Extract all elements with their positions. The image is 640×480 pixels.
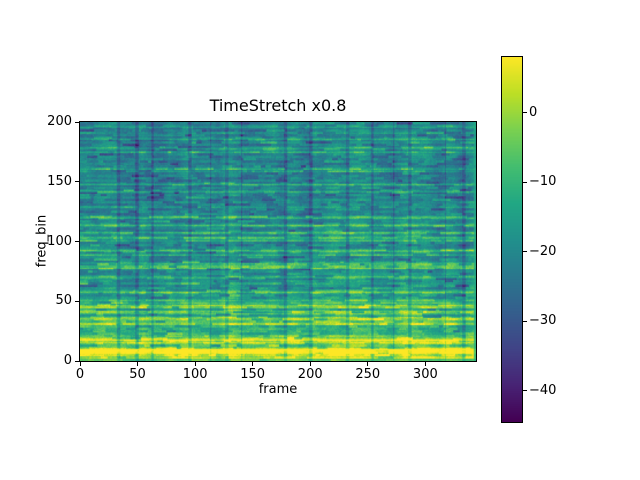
y-tick-label: 100 [47, 233, 72, 249]
colorbar-tick-label: −10 [529, 174, 557, 190]
y-tick-label: 0 [63, 353, 72, 368]
x-tick-mark [137, 362, 139, 366]
x-tick-label: 200 [297, 367, 323, 382]
x-tick-mark [79, 362, 81, 366]
x-tick-label: 150 [240, 367, 266, 382]
x-tick-label: 100 [182, 367, 208, 382]
x-tick-mark [309, 362, 311, 366]
colorbar-tick-mark [523, 390, 527, 392]
x-tick-mark [424, 362, 426, 366]
y-tick-label: 50 [55, 293, 72, 309]
y-tick-label: 200 [47, 114, 72, 129]
colorbar-tick-label: 0 [529, 104, 538, 120]
colorbar-tick-mark [523, 181, 527, 183]
x-tick-label: 0 [75, 367, 85, 382]
colorbar-tick-mark [523, 320, 527, 322]
x-tick-mark [367, 362, 369, 366]
colorbar-tick-label: −40 [529, 382, 557, 398]
y-tick-mark [75, 300, 79, 302]
spectrogram-heatmap [80, 122, 476, 361]
colorbar-tick-label: −30 [529, 313, 557, 329]
x-tick-label: 300 [412, 367, 438, 382]
colorbar-tick-label: −20 [529, 243, 557, 259]
colorbar-tick-mark [523, 251, 527, 253]
y-tick-label: 150 [47, 173, 72, 189]
y-tick-mark [75, 181, 79, 183]
y-tick-mark [75, 121, 79, 123]
x-axis-label: frame [258, 382, 298, 397]
colorbar-tick-mark [523, 112, 527, 114]
y-tick-mark [75, 241, 79, 242]
x-tick-label: 50 [129, 367, 146, 382]
x-tick-label: 250 [355, 367, 381, 382]
y-tick-mark [75, 360, 79, 362]
x-tick-mark [252, 362, 254, 366]
colorbar-gradient [502, 57, 522, 422]
chart-title: TimeStretch x0.8 [209, 96, 347, 115]
x-tick-mark [194, 362, 196, 366]
